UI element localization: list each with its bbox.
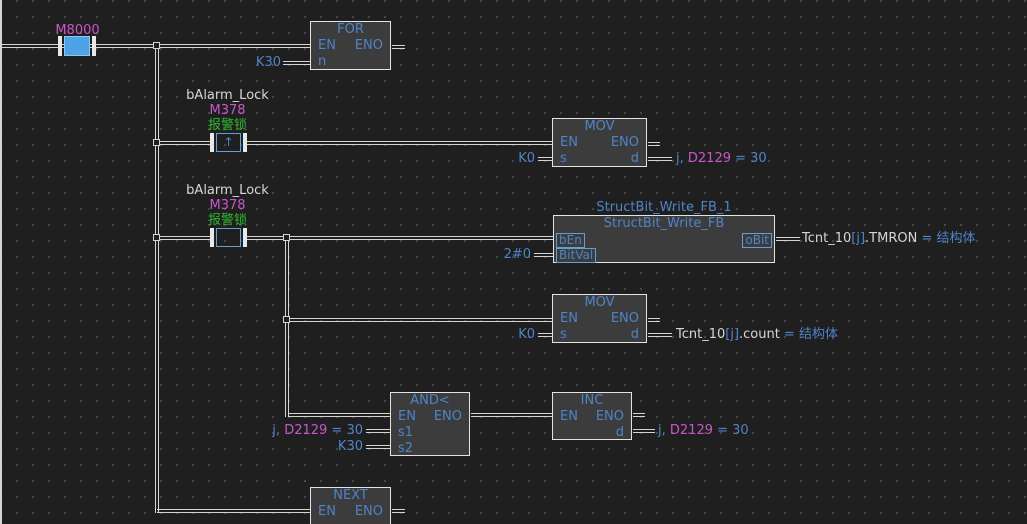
wire-mov1-s-input bbox=[538, 157, 552, 161]
and-less-block[interactable]: AND< EN ENO s1 s2 bbox=[390, 392, 470, 456]
wire-for-n-input bbox=[283, 61, 310, 65]
pin-d: d bbox=[630, 151, 639, 166]
wire-mov1-eno-stub bbox=[648, 142, 660, 146]
pin-d: d bbox=[630, 327, 639, 342]
wire-next-eno-stub bbox=[392, 509, 405, 513]
block-title: AND< bbox=[410, 393, 450, 408]
contact-comment-label: 报警锁 bbox=[207, 118, 247, 133]
contact-state-on bbox=[64, 36, 90, 56]
contact-alarm-rising-edge[interactable]: ↑ bbox=[210, 133, 247, 152]
pin-s1: s1 bbox=[398, 425, 414, 440]
junction-dot bbox=[283, 316, 290, 323]
pin-bitval: BitVal bbox=[556, 248, 597, 263]
block-title: INC bbox=[580, 393, 604, 408]
block-title: MOV bbox=[584, 119, 615, 134]
wire-inc-d-output bbox=[633, 429, 655, 433]
contact-state-off bbox=[216, 228, 241, 247]
block-title: MOV bbox=[584, 295, 615, 310]
next-block[interactable]: NEXT EN ENO bbox=[310, 487, 391, 524]
fb-instance-name[interactable]: StructBit_Write_FB_1 bbox=[596, 200, 732, 215]
pin-ben: bEn bbox=[556, 233, 585, 248]
block-title: NEXT bbox=[333, 488, 368, 503]
operand-mov2-d[interactable]: Tcnt_10[j].count = 结构体 bbox=[676, 327, 839, 342]
contact-device-label[interactable]: M378 bbox=[209, 198, 246, 213]
contact-bar bbox=[210, 133, 214, 152]
wire-rung3-right bbox=[246, 236, 553, 240]
block-title: FOR bbox=[337, 22, 364, 37]
contact-bar bbox=[243, 133, 247, 152]
wire-and-s1-input bbox=[366, 429, 390, 433]
pin-eno: ENO bbox=[433, 409, 462, 424]
operand-and-s2[interactable]: K30 bbox=[337, 439, 363, 454]
pin-s: s bbox=[560, 327, 567, 342]
contact-bar bbox=[210, 228, 214, 247]
wire-branch-rail-1 bbox=[155, 44, 159, 513]
operand-obit-target[interactable]: Tcnt_10[j].TMRON = 结构体 bbox=[802, 231, 976, 246]
pin-en: EN bbox=[560, 311, 578, 326]
wire-mov2-s-input bbox=[538, 333, 552, 337]
wire-and-to-inc bbox=[471, 413, 552, 417]
contact-var-label[interactable]: bAlarm_Lock bbox=[186, 183, 269, 198]
pin-en: EN bbox=[398, 409, 416, 424]
wire-rung2-right bbox=[246, 141, 552, 145]
wire-rung3-left bbox=[159, 236, 210, 240]
pin-en: EN bbox=[318, 38, 336, 53]
pin-eno: ENO bbox=[595, 409, 624, 424]
wire-rung2-left bbox=[159, 141, 210, 145]
contact-alarm-open[interactable] bbox=[210, 228, 247, 247]
left-power-rail bbox=[0, 0, 2, 524]
wire-mov2-eno-stub bbox=[648, 318, 660, 322]
wire-for-eno-stub bbox=[392, 45, 405, 49]
wire-bitval-input bbox=[534, 253, 553, 257]
mov-block-2[interactable]: MOV EN ENO s d bbox=[552, 294, 647, 343]
for-block[interactable]: FOR EN ENO n bbox=[310, 21, 391, 70]
operand-mov1-d[interactable]: j, D2129 = 30 bbox=[676, 151, 767, 166]
pin-s2: s2 bbox=[398, 441, 414, 456]
operand-bitval[interactable]: 2#0 bbox=[503, 247, 531, 262]
pin-en: EN bbox=[560, 135, 578, 150]
junction-dot bbox=[153, 139, 160, 146]
rising-edge-icon: ↑ bbox=[216, 133, 241, 152]
mov-block-1[interactable]: MOV EN ENO s d bbox=[552, 118, 647, 167]
junction-dot bbox=[283, 234, 290, 241]
operand-mov1-s[interactable]: K0 bbox=[518, 151, 535, 166]
wire-rung5 bbox=[289, 413, 390, 417]
pin-en: EN bbox=[560, 409, 578, 424]
wire-mov1-d-output bbox=[648, 157, 672, 161]
operand-inc-d[interactable]: j, D2129 = 30 bbox=[658, 423, 749, 438]
inc-block[interactable]: INC EN ENO d bbox=[552, 392, 632, 440]
pin-eno: ENO bbox=[610, 135, 639, 150]
wire-and-s2-input bbox=[366, 445, 390, 449]
block-title: StructBit_Write_FB bbox=[603, 216, 725, 231]
contact-bar bbox=[58, 36, 62, 56]
operand-for-n[interactable]: K30 bbox=[255, 55, 281, 70]
pin-n: n bbox=[318, 54, 327, 69]
wire-branch-rail-2 bbox=[285, 236, 289, 417]
pin-s: s bbox=[560, 151, 567, 166]
contact-device-label[interactable]: M378 bbox=[209, 103, 246, 118]
contact-comment-label: 报警锁 bbox=[207, 213, 247, 228]
junction-dot bbox=[153, 234, 160, 241]
operand-mov2-s[interactable]: K0 bbox=[518, 327, 535, 342]
contact-bar bbox=[92, 36, 96, 56]
wire-obit-output bbox=[776, 237, 800, 241]
wire-rung6 bbox=[157, 509, 310, 513]
pin-eno: ENO bbox=[610, 311, 639, 326]
structbit-write-fb-block[interactable]: StructBit_Write_FB bEn BitVal oBit bbox=[553, 215, 775, 263]
contact-bar bbox=[243, 228, 247, 247]
operand-and-s1[interactable]: j, D2129 = 30 bbox=[272, 423, 363, 438]
pin-obit: oBit bbox=[742, 233, 772, 248]
junction-dot bbox=[153, 42, 160, 49]
contact-var-label[interactable]: bAlarm_Lock bbox=[186, 88, 269, 103]
contact-m8000[interactable] bbox=[58, 36, 96, 56]
pin-eno: ENO bbox=[354, 38, 383, 53]
pin-eno: ENO bbox=[354, 504, 383, 519]
wire-inc-eno-stub bbox=[633, 413, 645, 417]
pin-d: d bbox=[615, 425, 624, 440]
wire-mov2-d-output bbox=[648, 333, 672, 337]
wire-rung4 bbox=[289, 318, 552, 322]
contact-device-label[interactable]: M8000 bbox=[55, 23, 100, 38]
pin-en: EN bbox=[318, 504, 336, 519]
